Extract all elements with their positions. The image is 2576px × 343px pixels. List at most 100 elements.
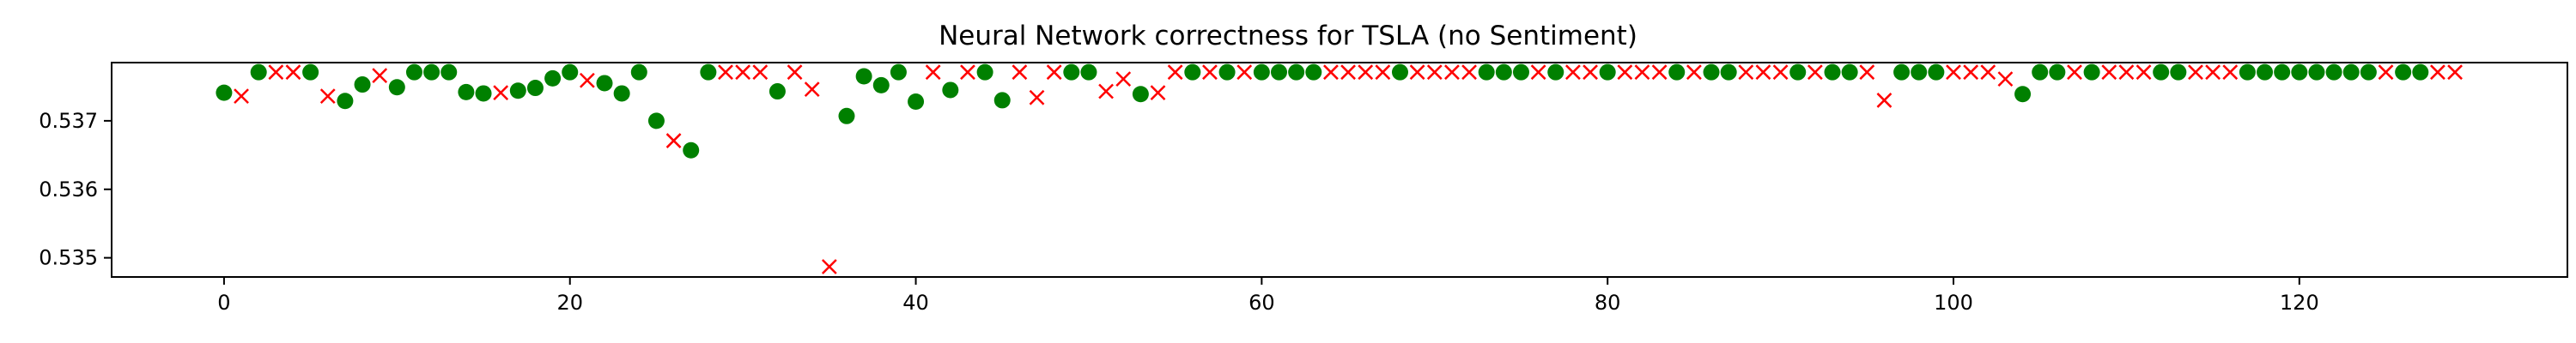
incorrect-point — [1236, 64, 1253, 81]
axis-ticks: 0 20 40 60 80 100 120 0.535 0.536 0.537 — [39, 109, 2318, 315]
correct-point — [216, 84, 233, 101]
correct-point — [976, 63, 993, 81]
correct-point — [872, 76, 890, 93]
incorrect-point — [1859, 64, 1875, 81]
correct-point — [1132, 86, 1149, 103]
correct-point — [1478, 63, 1495, 81]
incorrect-point — [1340, 64, 1356, 81]
correct-point — [2049, 63, 2066, 81]
incorrect-point — [1876, 93, 1893, 108]
correct-point — [769, 83, 786, 100]
x-tick-label: 40 — [902, 291, 929, 315]
correct-point — [509, 82, 526, 99]
correct-point — [2170, 63, 2187, 81]
incorrect-point — [1963, 64, 1979, 81]
correct-point — [1218, 63, 1236, 81]
correct-point — [1512, 63, 1529, 81]
correct-point — [337, 93, 354, 110]
correct-point — [2308, 63, 2325, 81]
correct-point — [1495, 63, 1512, 81]
incorrect-point — [1444, 64, 1460, 81]
incorrect-point — [2430, 64, 2445, 81]
correct-point — [908, 93, 925, 111]
correct-point — [423, 63, 440, 81]
y-tick-label: 0.536 — [39, 178, 98, 202]
correct-point — [2032, 63, 2049, 81]
incorrect-point — [285, 64, 301, 81]
correct-point — [596, 75, 613, 92]
incorrect-point — [1150, 85, 1166, 101]
correct-point — [1911, 63, 1928, 81]
incorrect-point — [319, 88, 336, 105]
correct-point — [1928, 63, 1945, 81]
incorrect-point — [1651, 64, 1668, 81]
correct-point — [1253, 63, 1270, 81]
data-marks — [216, 63, 2463, 274]
plot-area-frame — [111, 62, 2568, 278]
correct-point — [1184, 63, 1201, 81]
incorrect-point — [821, 259, 837, 274]
correct-point — [838, 107, 855, 124]
incorrect-point — [960, 64, 975, 81]
incorrect-point — [1980, 64, 1996, 81]
correct-point — [1720, 63, 1737, 81]
correct-point — [544, 69, 562, 87]
correct-point — [993, 92, 1011, 109]
correct-point — [1668, 63, 1686, 81]
x-tick-label: 100 — [1934, 291, 1973, 315]
correct-point — [683, 141, 700, 159]
x-tick-label: 20 — [556, 291, 583, 315]
incorrect-point — [372, 68, 388, 84]
incorrect-point — [2118, 64, 2135, 81]
correct-point — [1391, 63, 1408, 81]
incorrect-point — [1565, 64, 1581, 81]
incorrect-point — [1738, 64, 1754, 81]
correct-point — [1288, 63, 1305, 81]
y-tick-label: 0.535 — [39, 246, 98, 270]
x-tick-label: 120 — [2280, 291, 2319, 315]
correct-point — [1703, 63, 1720, 81]
incorrect-point — [804, 81, 820, 98]
incorrect-point — [1807, 64, 1823, 81]
incorrect-point — [2222, 64, 2239, 81]
incorrect-point — [1530, 64, 1546, 81]
correct-point — [1063, 63, 1080, 81]
incorrect-point — [1202, 64, 1218, 81]
chart-title: Neural Network correctness for TSLA (no … — [939, 21, 1637, 51]
incorrect-point — [1046, 64, 1062, 81]
correct-point — [2342, 63, 2360, 81]
x-tick-label: 60 — [1249, 291, 1275, 315]
correct-point — [1271, 63, 1288, 81]
correct-point — [2239, 63, 2256, 81]
incorrect-point — [1409, 64, 1425, 81]
incorrect-point — [1583, 64, 1598, 81]
incorrect-point — [1686, 64, 1702, 81]
x-tick-label: 80 — [1595, 291, 1621, 315]
correct-point — [1305, 63, 1322, 81]
incorrect-point — [1358, 64, 1374, 81]
correct-point — [475, 85, 492, 102]
incorrect-point — [1426, 64, 1443, 81]
incorrect-point — [1167, 64, 1183, 81]
incorrect-point — [1997, 71, 2014, 87]
incorrect-point — [2136, 64, 2152, 81]
incorrect-point — [2101, 64, 2117, 81]
correct-point — [1824, 63, 1841, 81]
incorrect-point — [2378, 64, 2394, 81]
correct-point — [2412, 63, 2429, 81]
correct-point — [250, 63, 267, 81]
incorrect-point — [1115, 71, 1132, 87]
incorrect-point — [1323, 64, 1339, 81]
correct-point — [354, 76, 371, 93]
incorrect-point — [718, 64, 733, 81]
correct-point — [855, 68, 872, 85]
incorrect-point — [752, 64, 769, 81]
correct-point — [2274, 63, 2291, 81]
correct-point — [700, 63, 717, 81]
correct-point — [562, 63, 579, 81]
correct-point — [2360, 63, 2377, 81]
correct-point — [440, 63, 458, 81]
correct-point — [1789, 63, 1807, 81]
correct-point — [2291, 63, 2308, 81]
